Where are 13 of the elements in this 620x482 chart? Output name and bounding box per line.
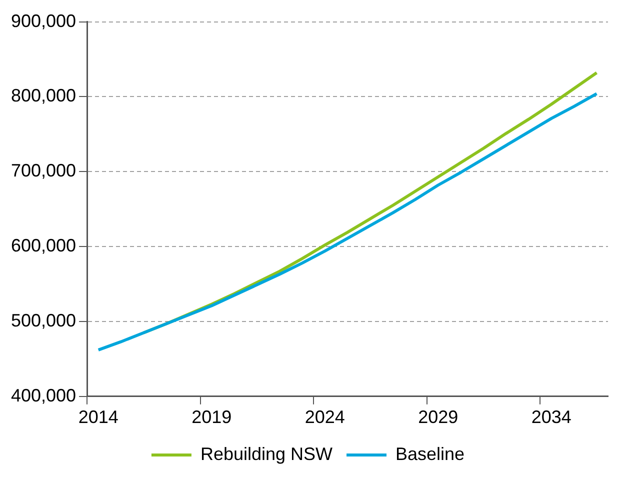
legend-label: Rebuilding NSW	[200, 444, 333, 464]
x-tick-label: 2019	[192, 407, 232, 428]
y-tick-label: 700,000	[10, 160, 76, 181]
y-tick-label: 400,000	[10, 385, 76, 406]
legend-label: Baseline	[396, 444, 465, 464]
x-tick-label: 2029	[418, 407, 458, 428]
y-tick-label: 600,000	[10, 236, 76, 256]
y-tick-label: 900,000	[10, 10, 76, 31]
x-tick-label: 2024	[304, 407, 345, 428]
x-tick-label: 2034	[531, 407, 572, 428]
y-tick-label: 800,000	[10, 86, 76, 106]
y-tick-label: 500,000	[10, 310, 76, 330]
x-tick-label: 2014	[78, 407, 118, 428]
